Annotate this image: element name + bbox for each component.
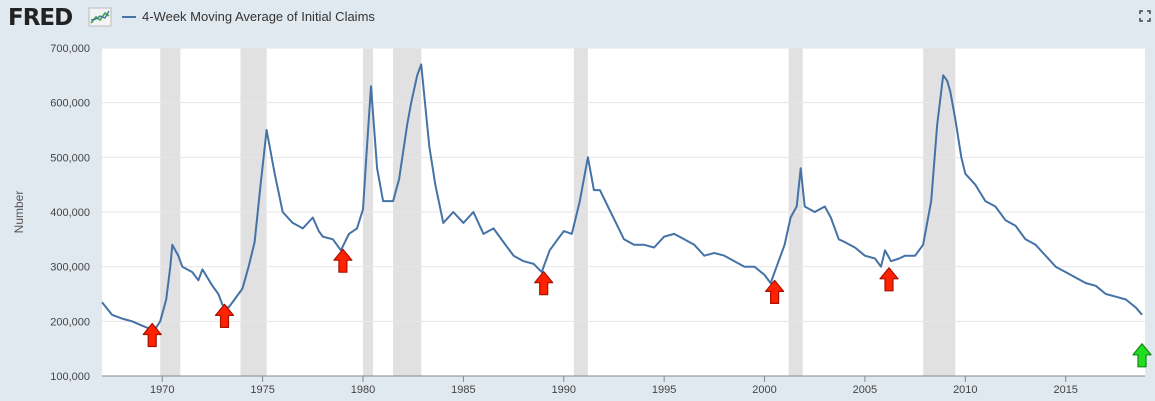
expand-icon[interactable] [1139,10,1151,22]
x-tick-label: 1990 [552,384,576,396]
x-tick-label: 1995 [652,384,676,396]
y-axis: 100,000 200,000 300,000 400,000 500,000 600,0… [50,43,90,383]
x-tick-label: 1985 [451,384,475,396]
y-tick-label: 100,000 [50,371,90,383]
red-arrow-annotation [333,248,353,273]
y-tick-label: 700,000 [50,43,90,55]
red-arrow-annotation [214,303,235,328]
series-line[interactable] [101,63,1143,332]
y-axis-label: Number [12,191,26,234]
y-tick-label: 200,000 [50,316,90,328]
red-arrow-annotation [534,271,554,296]
red-arrow-annotation [764,279,785,304]
red-arrow-annotation [879,267,899,292]
x-tick-label: 2010 [953,384,977,396]
x-tick-label: 2015 [1053,384,1077,396]
x-tick-label: 2000 [752,384,776,396]
line-chart-icon [88,7,112,27]
y-tick-label: 300,000 [50,262,90,274]
x-tick-label: 1975 [250,384,274,396]
y-tick-label: 600,000 [50,98,90,110]
red-arrow-annotation [142,322,162,348]
annotations [142,248,1152,368]
x-tick-label: 1970 [150,384,174,396]
legend-swatch [122,15,136,18]
y-tick-label: 400,000 [50,207,90,219]
x-tick-label: 2005 [853,384,877,396]
x-tick-label: 1980 [351,384,375,396]
legend-label: 4-Week Moving Average of Initial Claims [142,9,375,24]
x-axis: 1970 1975 1980 1985 1990 1995 2000 2005 2010 2015 [102,375,1145,396]
y-tick-label: 500,000 [50,152,90,164]
green-arrow-annotation [1132,343,1152,368]
grid-lines [102,47,1145,322]
chart-header: FRED 4-Week Moving Average of Initial Cl… [0,0,1155,40]
legend[interactable]: 4-Week Moving Average of Initial Claims [122,9,375,24]
fred-logo: FRED [8,5,73,31]
